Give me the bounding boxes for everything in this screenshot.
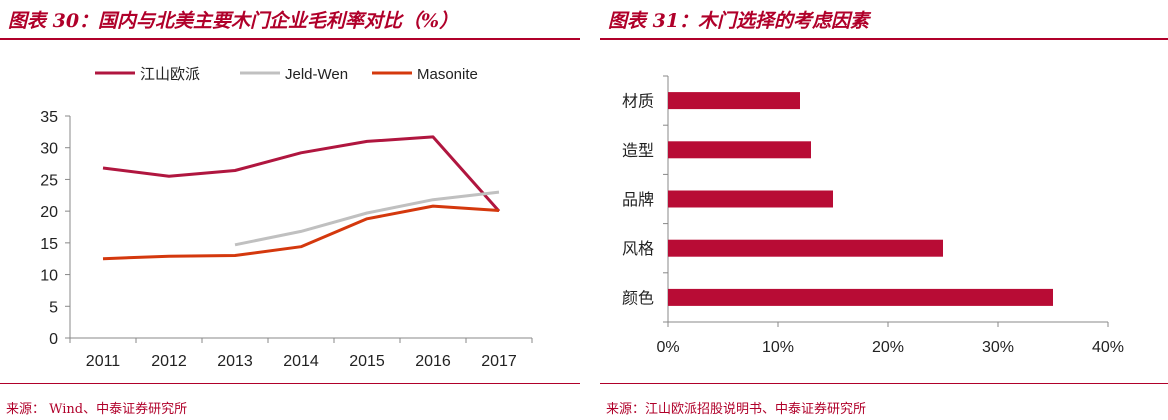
left-title-rule xyxy=(0,38,580,40)
x-tick-label: 30% xyxy=(982,339,1014,356)
x-tick-label: 40% xyxy=(1092,339,1124,356)
left-source-rule xyxy=(0,383,580,384)
bar-3 xyxy=(668,190,833,208)
y-tick-label: 5 xyxy=(49,299,58,316)
series-line-3 xyxy=(102,204,500,261)
bar-4 xyxy=(668,239,943,257)
bar-5 xyxy=(668,288,1053,306)
left-chart-title: 图表 30：国内与北美主要木门企业毛利率对比（%） xyxy=(8,10,459,32)
x-tick-label: 2014 xyxy=(283,353,319,370)
category-label: 颜色 xyxy=(622,289,654,307)
y-tick-label: 15 xyxy=(40,236,58,253)
right-chart-source: 来源：江山欧派招股说明书、中泰证券研究所 xyxy=(606,402,867,417)
category-label: 材质 xyxy=(622,93,654,111)
series-line-2 xyxy=(234,190,500,247)
y-tick-label: 30 xyxy=(40,141,58,158)
x-tick-label: 2015 xyxy=(349,353,385,370)
y-tick-label: 25 xyxy=(40,172,58,189)
x-tick-label: 2017 xyxy=(481,353,517,370)
left-chart-panel: 图表 30：国内与北美主要木门企业毛利率对比（%） 0 5 10 15 20 25 30 35… xyxy=(0,0,580,420)
left-chart-source: 来源： Wind、中泰证券研究所 xyxy=(6,402,188,417)
x-tick-label: 2013 xyxy=(217,353,253,370)
category-label: 风格 xyxy=(622,240,654,258)
right-title-rule xyxy=(600,38,1168,40)
x-tick-label: 10% xyxy=(762,339,794,356)
right-source-rule xyxy=(600,383,1168,384)
legend-label-2: Jeld-Wen xyxy=(285,66,348,83)
x-tick-label: 2016 xyxy=(415,353,451,370)
bar-1 xyxy=(668,92,800,110)
legend-label-1: 江山欧派 xyxy=(140,66,200,83)
category-label: 品牌 xyxy=(622,191,654,209)
x-tick-label: 0% xyxy=(656,339,679,356)
category-label: 造型 xyxy=(622,142,654,160)
series-line-1 xyxy=(102,135,501,213)
y-tick-label: 20 xyxy=(40,204,58,221)
x-tick-label: 20% xyxy=(872,339,904,356)
legend-label-3: Masonite xyxy=(417,66,478,83)
x-tick-label: 2011 xyxy=(86,353,121,370)
bar-2 xyxy=(668,141,811,159)
right-chart-title: 图表 31：木门选择的考虑因素 xyxy=(608,10,870,32)
x-tick-label: 2012 xyxy=(151,353,187,370)
y-tick-label: 10 xyxy=(40,268,58,285)
y-tick-label: 35 xyxy=(40,109,58,126)
y-tick-label: 0 xyxy=(49,331,58,348)
right-chart-panel: 图表 31：木门选择的考虑因素 0% 10% 20% 30% 40% 材质造型品牌风格颜色… xyxy=(600,0,1168,420)
line-chart: 0 5 10 15 20 25 30 35 2011 2012 2013 2014 2015 2016 20… xyxy=(40,66,533,370)
